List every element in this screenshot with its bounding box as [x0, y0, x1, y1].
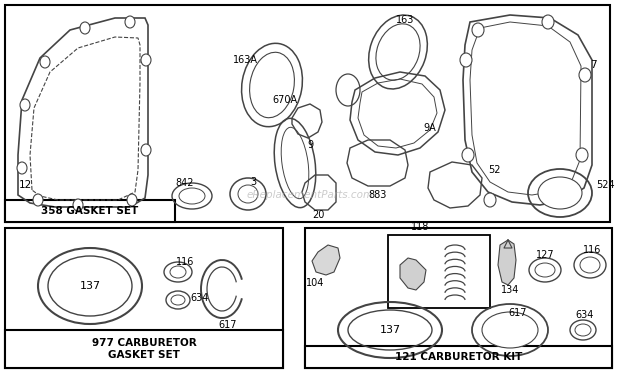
Text: 134: 134 [501, 285, 519, 295]
Bar [388, 235, 490, 308]
Ellipse shape [482, 312, 538, 348]
Ellipse shape [20, 99, 30, 111]
Text: 127: 127 [536, 250, 554, 260]
Text: 842: 842 [175, 178, 194, 188]
Ellipse shape [170, 266, 186, 278]
Text: 617: 617 [509, 308, 527, 318]
Ellipse shape [462, 148, 474, 162]
Text: 524: 524 [596, 180, 614, 190]
Ellipse shape [80, 22, 90, 34]
Ellipse shape [535, 263, 555, 277]
Polygon shape [312, 245, 340, 275]
Ellipse shape [127, 194, 137, 206]
Text: 634: 634 [576, 310, 594, 320]
Text: 12: 12 [19, 180, 32, 190]
Bar [305, 228, 612, 368]
Polygon shape [498, 240, 516, 285]
Text: 52: 52 [488, 165, 500, 175]
Text: 104: 104 [306, 278, 324, 288]
Text: 163A: 163A [232, 55, 257, 65]
Text: 137: 137 [79, 281, 100, 291]
Text: 137: 137 [379, 325, 401, 335]
Bar [305, 346, 612, 368]
Ellipse shape [238, 185, 258, 203]
Ellipse shape [538, 177, 582, 209]
Ellipse shape [17, 162, 27, 174]
Ellipse shape [33, 194, 43, 206]
Ellipse shape [460, 53, 472, 67]
Ellipse shape [542, 188, 554, 202]
Bar [5, 200, 175, 222]
Bar [5, 330, 283, 368]
Text: 163: 163 [396, 15, 414, 25]
Text: 634: 634 [190, 293, 208, 303]
Text: 20: 20 [312, 210, 324, 220]
Bar [5, 228, 283, 368]
Ellipse shape [542, 15, 554, 29]
Ellipse shape [484, 193, 496, 207]
Ellipse shape [576, 148, 588, 162]
Text: 670A: 670A [272, 95, 298, 105]
Bar [5, 5, 610, 222]
Ellipse shape [171, 295, 185, 305]
Text: 358 GASKET SET: 358 GASKET SET [42, 206, 139, 216]
Text: 977 CARBURETOR
GASKET SET: 977 CARBURETOR GASKET SET [92, 338, 197, 360]
Text: 121 CARBURETOR KIT: 121 CARBURETOR KIT [395, 352, 522, 362]
Ellipse shape [575, 324, 591, 336]
Text: 118: 118 [411, 222, 429, 232]
Text: 9A: 9A [423, 123, 436, 133]
Ellipse shape [40, 56, 50, 68]
Ellipse shape [125, 16, 135, 28]
Ellipse shape [580, 257, 600, 273]
Text: 116: 116 [583, 245, 601, 255]
Ellipse shape [472, 23, 484, 37]
Ellipse shape [579, 68, 591, 82]
Text: 617: 617 [219, 320, 237, 330]
Text: 116: 116 [176, 257, 194, 267]
Text: 883: 883 [369, 190, 387, 200]
Text: 7: 7 [590, 60, 596, 70]
Text: 9: 9 [307, 140, 313, 150]
Text: eReplacementParts.com: eReplacementParts.com [246, 190, 374, 200]
Text: 3: 3 [250, 177, 256, 187]
Ellipse shape [73, 199, 83, 211]
Ellipse shape [141, 144, 151, 156]
Ellipse shape [141, 54, 151, 66]
Polygon shape [400, 258, 426, 290]
